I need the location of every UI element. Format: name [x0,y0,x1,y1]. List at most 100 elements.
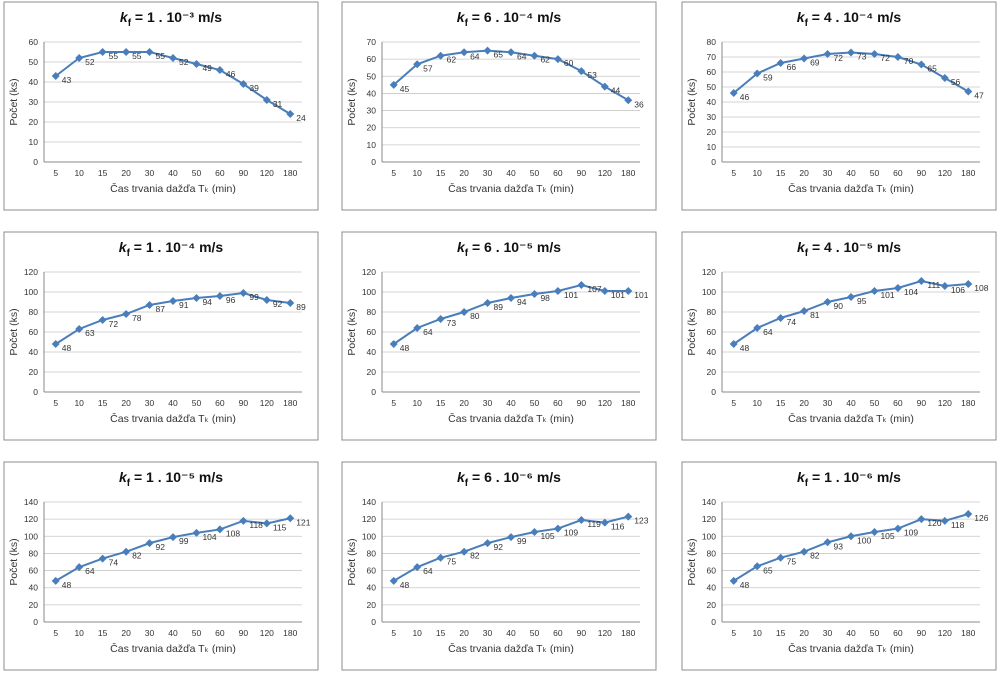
title-subscript: f [465,18,469,29]
x-tick-label: 180 [961,398,975,408]
y-axis-title: Počet (ks) [346,308,358,355]
data-point [917,60,926,69]
data-point [753,324,762,332]
y-tick-label: 0 [711,387,716,397]
data-point [847,293,855,301]
data-label: 73 [857,52,867,62]
data-point [577,67,586,76]
x-tick-label: 40 [168,168,178,178]
data-label: 92 [156,542,166,552]
data-label: 75 [447,557,457,567]
data-label: 92 [494,542,504,552]
chart-panel: kf = 6 . 10⁻⁴ m/s 0 10 20 30 40 50 60 70 5 10 15 20 3… [341,1,657,211]
data-label: 115 [273,522,287,532]
title-symbol: k [457,469,466,485]
x-tick-label: 180 [621,628,635,638]
data-point [262,296,271,304]
y-tick-label: 20 [29,600,39,610]
y-axis-title: Počet (ks) [346,78,358,125]
data-label: 52 [85,57,95,67]
data-label: 81 [810,310,820,320]
x-tick-label: 15 [776,168,786,178]
data-point [940,74,949,82]
title-symbol: k [119,469,128,485]
data-point [530,51,539,60]
data-point [75,54,84,62]
chart-title: kf = 6 . 10⁻⁶ m/s [457,469,561,489]
chart-title: kf = 1 . 10⁻³ m/s [120,9,222,29]
data-label: 65 [927,64,937,74]
data-point [215,66,224,74]
chart-title: kf = 6 . 10⁻⁴ m/s [457,9,562,29]
data-label: 64 [470,51,480,61]
data-point [964,87,973,96]
y-tick-label: 40 [29,77,39,87]
x-tick-label: 10 [74,168,84,178]
title-subscript: f [805,248,809,259]
x-tick-label: 50 [870,628,880,638]
y-tick-label: 40 [29,347,39,357]
y-tick-label: 20 [707,367,717,377]
title-symbol: k [119,239,128,255]
y-tick-label: 100 [24,531,38,541]
x-tick-label: 50 [530,398,540,408]
data-label: 120 [927,518,941,528]
x-tick-label: 120 [598,398,612,408]
panel-border [341,231,657,441]
data-label: 121 [296,517,310,527]
x-tick-label: 90 [577,398,587,408]
x-tick-label: 5 [391,398,396,408]
data-label: 109 [904,528,918,538]
chart-panel: kf = 6 . 10⁻⁵ m/s 0 20 40 60 80 100 120 5 10 15 20 3… [341,231,657,441]
data-point [624,287,633,295]
x-tick-label: 20 [799,398,809,408]
data-label: 118 [249,520,263,530]
data-label: 87 [156,304,166,314]
x-tick-label: 30 [823,398,833,408]
y-tick-label: 20 [29,367,39,377]
data-label: 48 [740,580,750,590]
x-tick-label: 5 [731,628,736,638]
data-label: 65 [494,50,504,60]
y-tick-label: 80 [707,548,717,558]
data-label: 46 [740,92,750,102]
x-tick-label: 15 [98,168,108,178]
x-tick-label: 30 [823,628,833,638]
data-point [823,538,832,547]
x-tick-label: 180 [283,398,297,408]
x-tick-label: 15 [436,398,446,408]
y-tick-label: 30 [29,97,39,107]
y-tick-label: 20 [29,117,39,127]
y-tick-label: 10 [707,142,717,152]
title-text: = 4 . 10⁻⁵ m/s [808,239,901,255]
data-label: 52 [179,57,189,67]
x-tick-label: 40 [168,398,178,408]
data-label: 62 [447,55,457,65]
data-point [870,50,879,58]
x-tick-label: 30 [483,398,493,408]
y-tick-label: 120 [702,514,716,524]
y-tick-label: 100 [362,531,376,541]
title-text: = 6 . 10⁻⁵ m/s [468,239,561,255]
x-tick-label: 90 [917,398,927,408]
y-tick-label: 20 [367,600,377,610]
title-text: = 1 . 10⁻⁴ m/s [130,239,224,255]
y-tick-label: 50 [29,57,39,67]
data-label: 108 [226,528,240,538]
data-label: 99 [179,536,189,546]
title-symbol: k [797,469,806,485]
data-point [215,292,224,300]
y-tick-label: 120 [24,514,38,524]
x-tick-label: 120 [938,628,952,638]
chart-panel: kf = 4 . 10⁻⁵ m/s 0 20 40 60 80 100 120 5 10 15 20 3… [681,231,997,441]
data-point [215,525,224,534]
data-point [286,110,295,118]
y-tick-label: 80 [29,548,39,558]
title-text: = 1 . 10⁻⁶ m/s [808,469,901,485]
y-tick-label: 20 [367,123,377,133]
data-point [286,514,295,523]
x-tick-label: 40 [506,398,516,408]
x-tick-label: 5 [731,168,736,178]
data-label: 99 [249,292,259,302]
